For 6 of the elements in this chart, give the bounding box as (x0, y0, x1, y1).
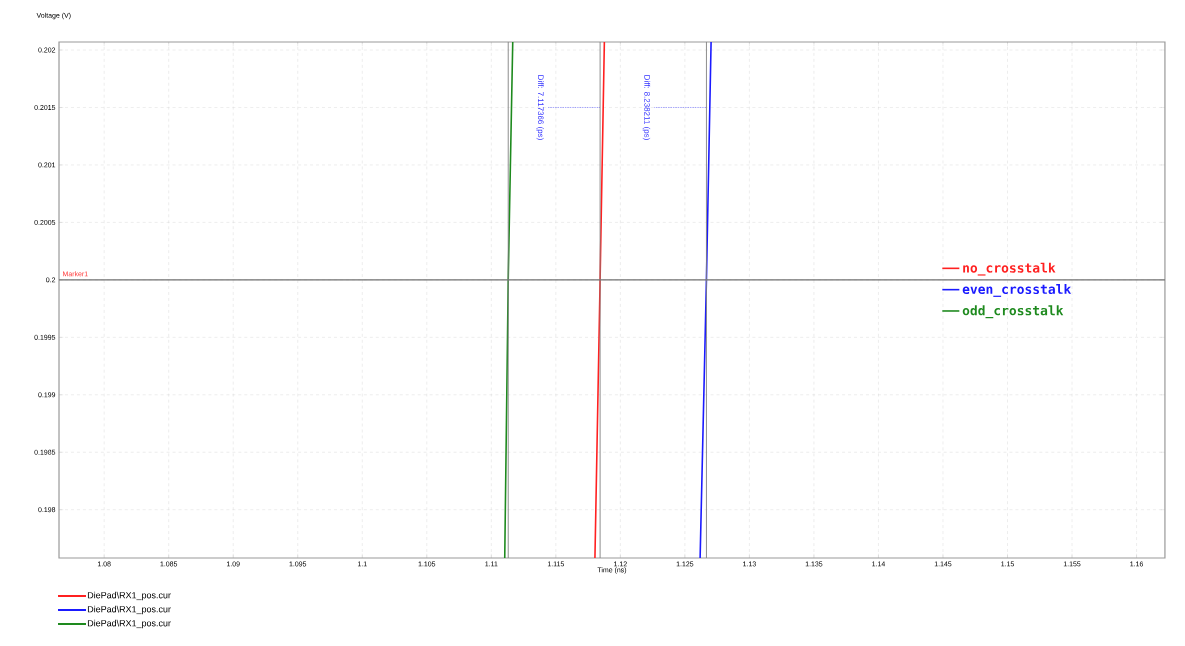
text: DiePad\RX1_pos.cur (87, 619, 171, 629)
legend-label: even_crosstalk (962, 283, 1072, 297)
text: DiePad\RX1_pos.cur (87, 605, 171, 615)
legend-label: no_crosstalk (963, 262, 1056, 276)
text: DiePad\RX1_pos.cur (87, 591, 171, 601)
legend-label: odd_crosstalk (962, 305, 1064, 319)
